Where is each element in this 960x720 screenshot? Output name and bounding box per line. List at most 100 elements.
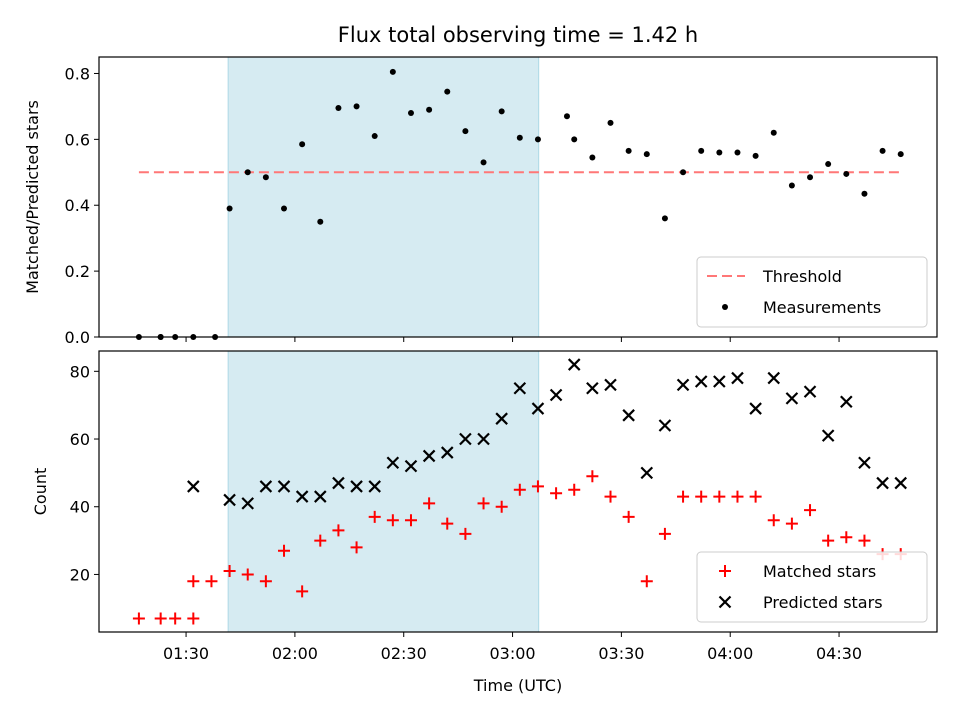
legend-label: Matched stars: [763, 562, 876, 581]
y-tick-label: 0.2: [65, 262, 90, 281]
matched-stars-point: [368, 510, 381, 523]
matched-stars-point: [785, 517, 798, 530]
matched-stars-point: [386, 514, 399, 527]
matched-stars-point: [586, 470, 599, 483]
matched-stars-point: [550, 487, 563, 500]
top-panel: 0.0 0.2 0.4 0.6 0.8 Matched/Predicted stars Th…: [23, 56, 938, 347]
y-tick-label: 0.0: [65, 328, 90, 347]
matched-stars-point: [223, 565, 236, 578]
predicted-stars-point: [368, 480, 381, 493]
matched-stars-point: [241, 568, 254, 581]
predicted-stars-point: [549, 388, 563, 402]
predicted-stars-point: [858, 456, 871, 470]
measurement-point: [281, 205, 288, 212]
matched-stars-point: [695, 490, 708, 503]
measurement-point: [426, 106, 433, 113]
y-tick-label: 20: [70, 565, 90, 584]
legend: Matched stars Predicted stars: [696, 551, 928, 623]
legend-box: [696, 551, 928, 623]
matched-stars-point: [767, 514, 780, 527]
measurement-point: [734, 149, 741, 156]
legend-predicted-swatch: [718, 595, 732, 609]
legend: Threshold Measurements: [696, 256, 928, 328]
matched-stars-point: [822, 534, 835, 547]
chart-title: Flux total observing time = 1.42 h: [338, 23, 698, 47]
matched-stars-point: [187, 575, 200, 588]
predicted-stars-point: [803, 385, 817, 398]
x-tick-label: 02:00: [272, 644, 318, 663]
matched-stars-point: [314, 534, 327, 547]
matched-stars-point: [731, 490, 744, 503]
measurement-point: [661, 215, 668, 222]
predicted-stars-point: [640, 466, 654, 480]
y-axis-label: Matched/Predicted stars: [23, 100, 42, 294]
y-tick-label: 0.4: [65, 196, 90, 215]
matched-stars-point: [296, 585, 309, 598]
predicted-stars-point: [350, 480, 363, 493]
matched-stars-point: [132, 612, 145, 625]
measurement-point: [353, 103, 360, 110]
matched-stars-point: [858, 534, 871, 547]
legend-measurement-swatch: [722, 304, 728, 310]
measurement-point: [335, 105, 342, 112]
x-tick-label: 03:30: [598, 644, 644, 663]
measurement-point: [643, 151, 650, 158]
predicted-stars-point: [314, 490, 327, 503]
matched-stars-point: [568, 483, 581, 496]
y-tick-label: 80: [70, 362, 90, 381]
predicted-stars-point: [586, 381, 599, 395]
predicted-stars-point: [713, 375, 726, 388]
legend-label: Threshold: [762, 267, 842, 286]
predicted-stars-point: [531, 402, 545, 415]
y-axis-label: Count: [31, 468, 50, 516]
predicted-stars-point: [749, 402, 762, 415]
measurement-point: [897, 151, 904, 158]
predicted-stars-point: [241, 497, 255, 510]
matched-stars-point: [604, 490, 617, 503]
predicted-stars-point: [567, 358, 581, 371]
matched-stars-point: [459, 527, 472, 540]
measurement-point: [879, 147, 886, 154]
predicted-stars-point: [622, 409, 635, 422]
measurement-point: [317, 218, 324, 225]
measurement-point: [752, 152, 759, 159]
measurement-point: [607, 119, 614, 126]
predicted-stars-point: [821, 429, 835, 442]
predicted-stars-point: [187, 480, 200, 493]
measurement-point: [807, 174, 814, 181]
legend-label: Predicted stars: [763, 593, 883, 612]
x-axis-label: Time (UTC): [473, 676, 562, 695]
measurement-point: [299, 141, 306, 148]
measurement-point: [589, 154, 596, 161]
measurement-point: [698, 147, 705, 154]
legend-matched-swatch: [719, 565, 731, 577]
measurement-point: [716, 149, 723, 156]
measurement-point: [843, 170, 850, 177]
y-tick-label: 0.6: [65, 130, 90, 149]
predicted-stars-point: [894, 476, 908, 490]
predicted-stars-point: [332, 476, 345, 490]
matched-stars-point: [531, 480, 544, 493]
measurement-point: [516, 134, 523, 141]
legend-label: Measurements: [763, 298, 881, 317]
measurement-point: [244, 169, 251, 176]
matched-stars-point: [441, 517, 454, 530]
predicted-stars-point: [223, 493, 236, 507]
measurement-point: [407, 110, 414, 116]
predicted-stars-point: [277, 480, 291, 493]
predicted-stars-point: [495, 412, 508, 425]
predicted-stars-point: [386, 456, 400, 470]
measurement-point: [571, 136, 578, 143]
measurement-point: [226, 205, 233, 212]
matched-stars-point: [187, 612, 200, 625]
bottom-panel: 20 40 60 80 01:30 02:00 02:30 03:00 03:30 04:00 04…: [31, 350, 938, 695]
measurement-point: [444, 88, 451, 95]
y-tick-label: 40: [70, 498, 90, 517]
predicted-stars-point: [731, 371, 744, 385]
shaded-span: [227, 56, 540, 338]
measurement-point: [371, 133, 378, 140]
y-tick-label: 60: [70, 430, 90, 449]
predicted-stars-point: [259, 480, 273, 493]
axes-frame: [98, 56, 938, 338]
matched-stars-point: [350, 541, 363, 554]
